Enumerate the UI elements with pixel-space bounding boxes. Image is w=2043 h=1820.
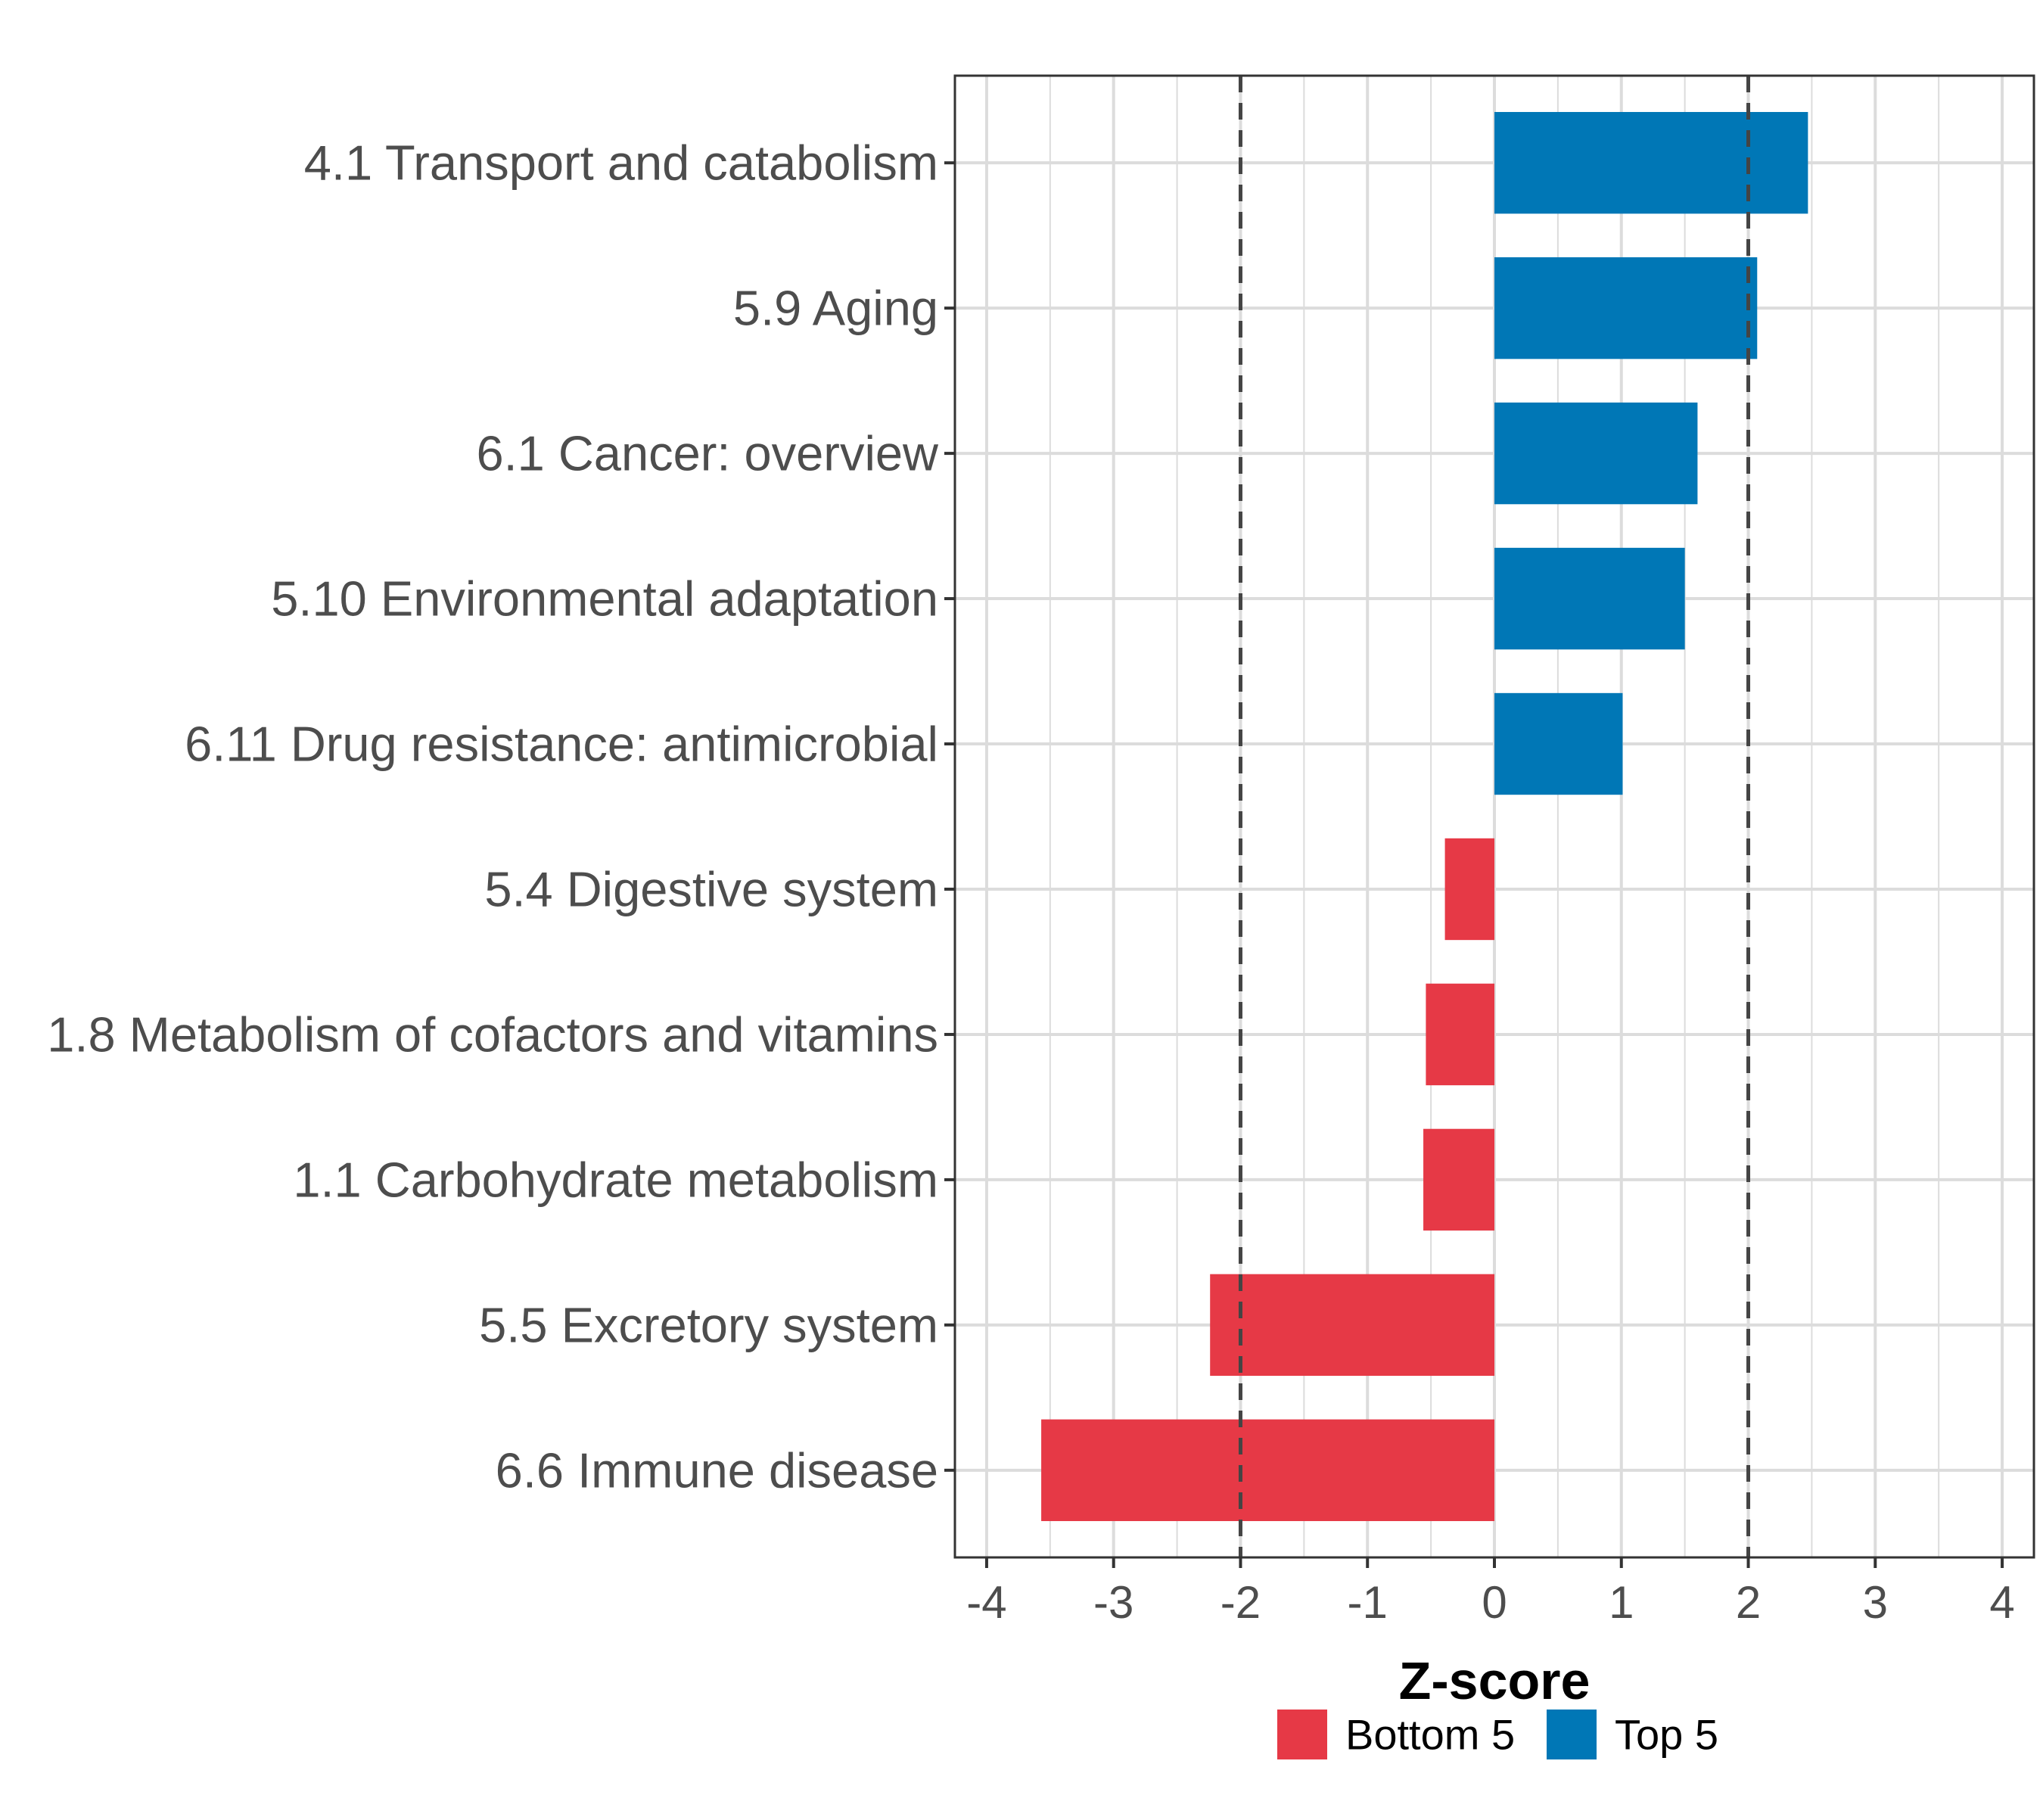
x-tick-label: 2 [1736, 1577, 1761, 1628]
bar-2 [1494, 257, 1758, 359]
bar-8 [1423, 1128, 1494, 1231]
category-label: 6.11 Drug resistance: antimicrobial [185, 717, 938, 772]
bar-9 [1210, 1274, 1494, 1377]
x-tick-label: 3 [1863, 1577, 1888, 1628]
legend-label-1: Bottom 5 [1345, 1711, 1515, 1759]
x-tick-label: 1 [1609, 1577, 1634, 1628]
legend-label-2: Top 5 [1615, 1711, 1718, 1759]
bar-7 [1426, 983, 1494, 1086]
category-label: 1.1 Carbohydrate metabolism [293, 1152, 938, 1207]
legend-key-1 [1277, 1710, 1327, 1759]
bar-10 [1041, 1419, 1494, 1522]
category-label: 1.8 Metabolism of cofactors and vitamins [47, 1006, 938, 1062]
category-label: 5.5 Excretory system [479, 1297, 938, 1352]
x-tick-label: -3 [1093, 1577, 1133, 1628]
x-tick-label: -4 [966, 1577, 1006, 1628]
category-label: 6.1 Cancer: overview [476, 426, 939, 481]
legend-key-2 [1547, 1710, 1597, 1759]
bar-4 [1494, 547, 1685, 650]
category-label: 6.6 Immune disease [496, 1442, 938, 1498]
x-tick-label: 4 [1989, 1577, 2014, 1628]
bar-1 [1494, 111, 1808, 214]
bar-5 [1494, 692, 1623, 795]
category-label: 5.4 Digestive system [484, 861, 938, 916]
category-label: 4.1 Transport and catabolism [304, 135, 938, 191]
x-axis-title: Z-score [1399, 1651, 1591, 1710]
x-tick-label: -1 [1348, 1577, 1388, 1628]
x-tick-label: -2 [1221, 1577, 1261, 1628]
category-label: 5.9 Aging [733, 281, 938, 336]
bar-6 [1444, 838, 1494, 941]
x-tick-label: 0 [1482, 1577, 1507, 1628]
bar-3 [1494, 402, 1698, 505]
category-label: 5.10 Environmental adaptation [271, 571, 938, 627]
